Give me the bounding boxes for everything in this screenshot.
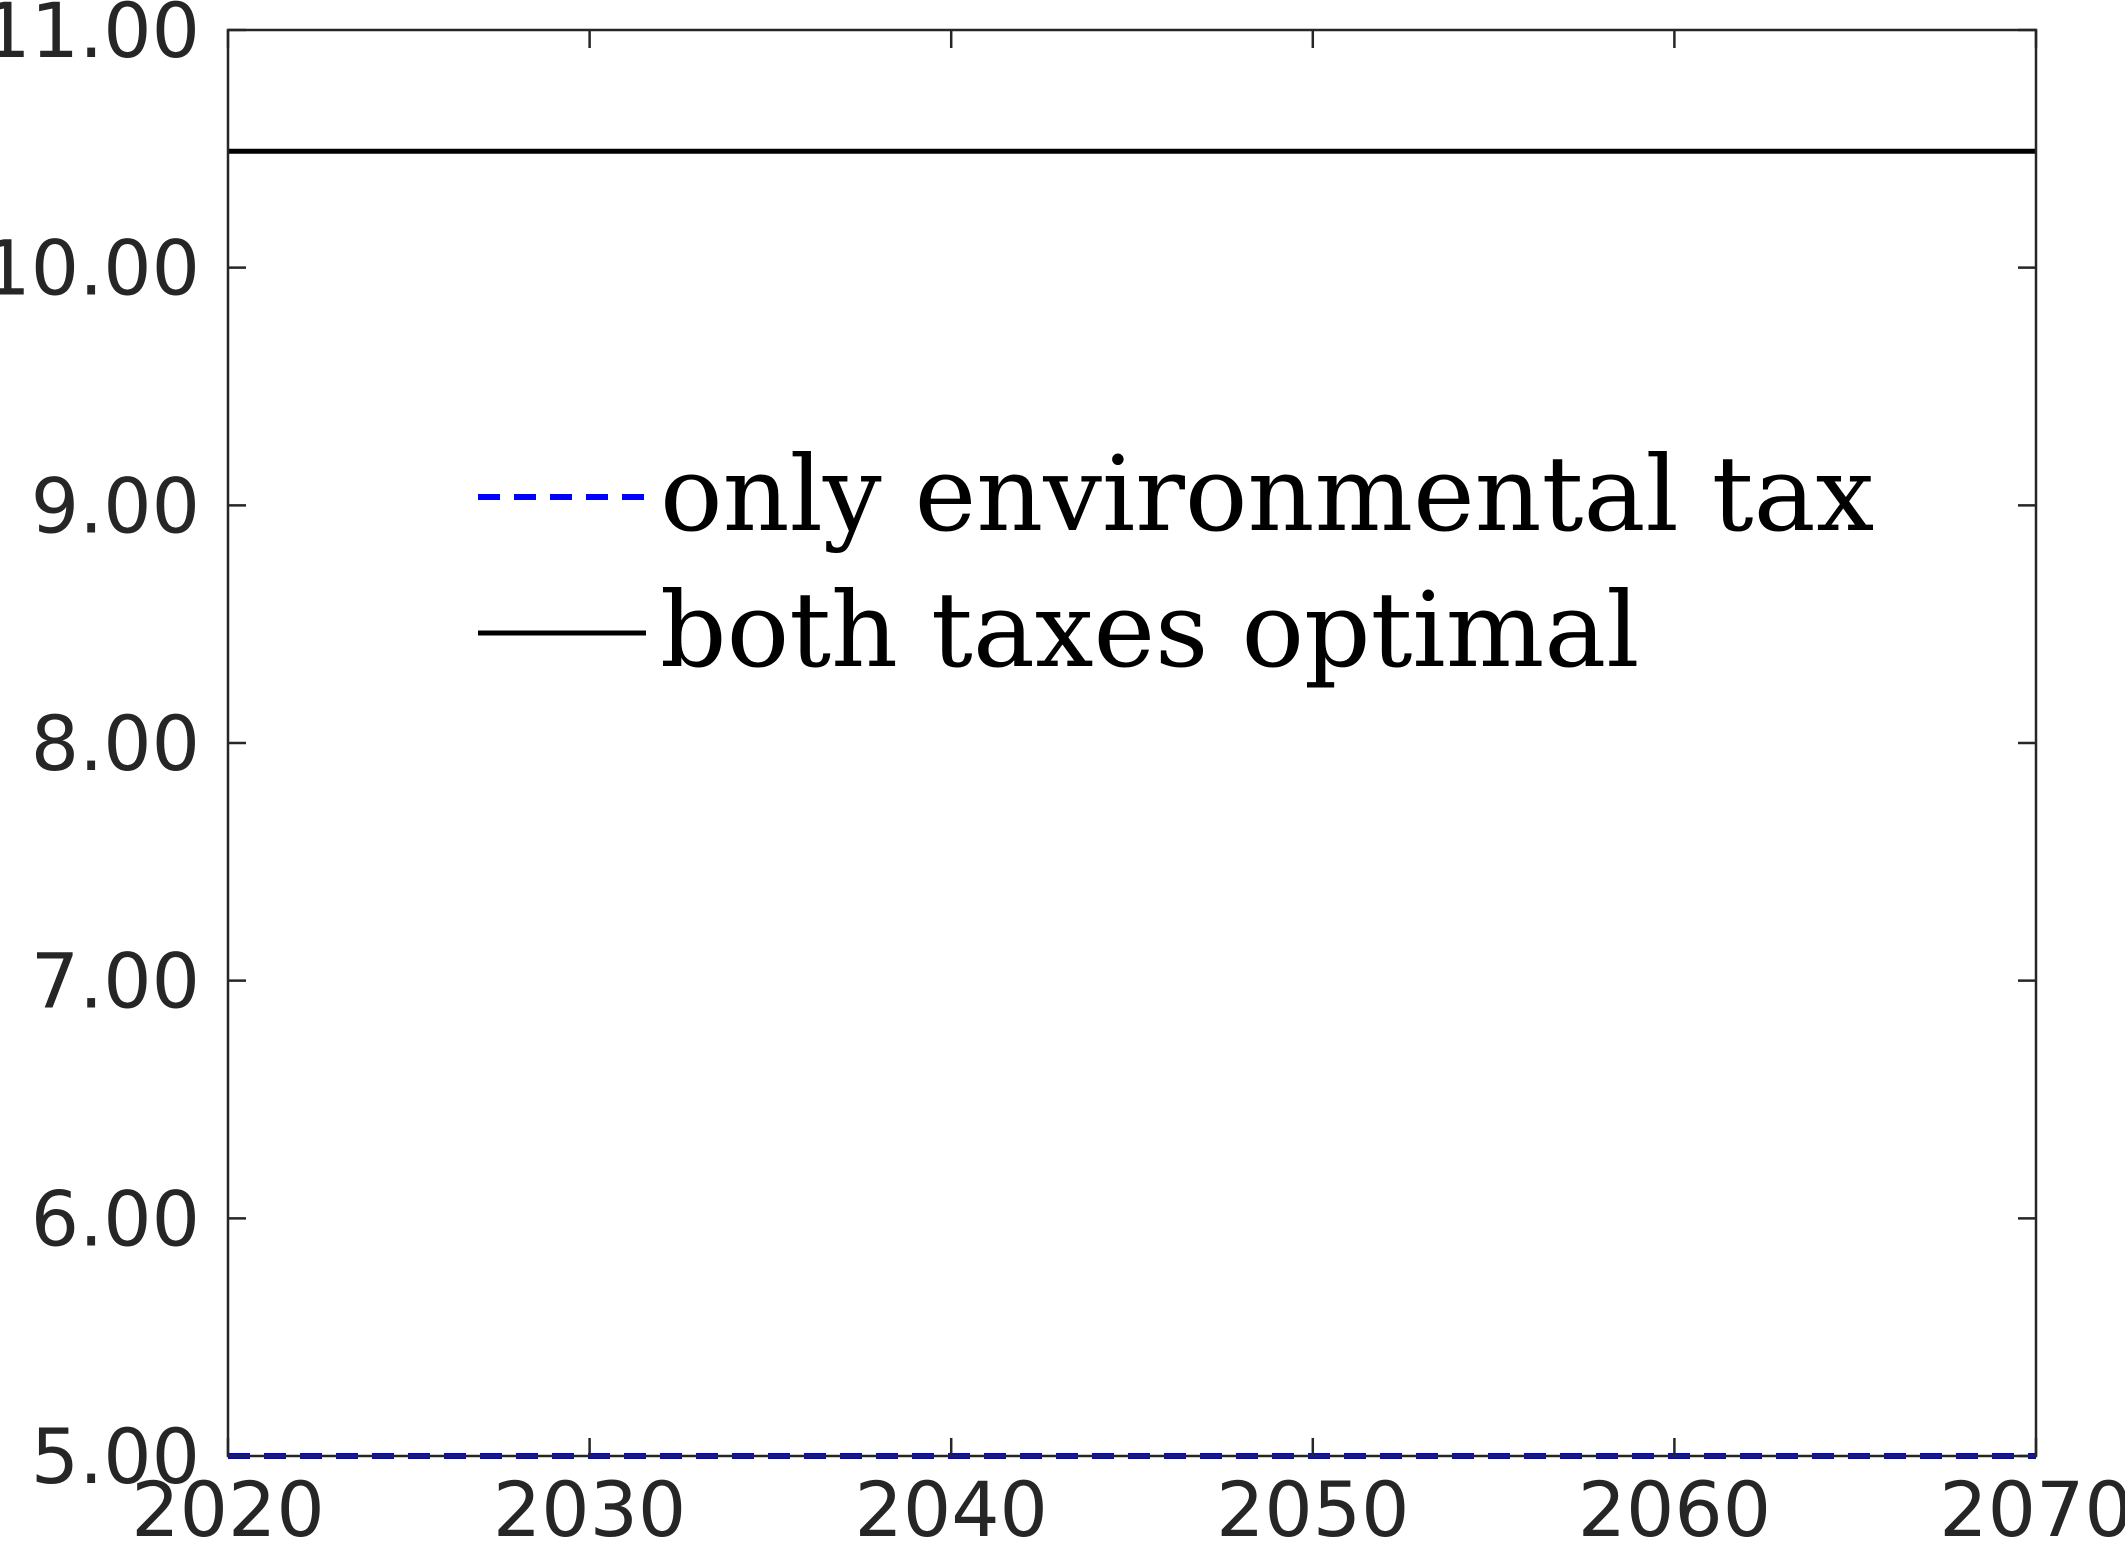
- legend: only environmental tax both taxes optima…: [478, 433, 1874, 691]
- x-tick-label: 2040: [854, 1465, 1047, 1554]
- legend-label-only-environmental-tax: only environmental tax: [660, 433, 1874, 555]
- data-point-both-taxes-optimal: [589, 151, 590, 152]
- y-tick-label: 8.00: [31, 699, 200, 788]
- data-point-both-taxes-optimal: [770, 151, 771, 152]
- x-tick-label: 2060: [1578, 1465, 1771, 1554]
- x-tick-label: 2050: [1216, 1465, 1409, 1554]
- data-point-both-taxes-optimal: [1312, 151, 1313, 152]
- data-point-both-taxes-optimal: [1493, 151, 1494, 152]
- plot-area-frame: [226, 28, 2038, 1458]
- y-axis-tick-labels: 5.00 6.00 7.00 8.00 9.00 10.00 11.00: [0, 0, 200, 1501]
- x-axis-tick-labels: 2020 2030 2040 2050 2060 2070: [131, 1465, 2125, 1554]
- data-point-both-taxes-optimal: [951, 151, 952, 152]
- axis-ticks: [226, 28, 2038, 1458]
- data-point-both-taxes-optimal: [1132, 151, 1133, 152]
- legend-label-both-taxes-optimal: both taxes optimal: [660, 569, 1640, 691]
- data-point-both-taxes-optimal: [1674, 151, 1675, 152]
- y-tick-label: 11.00: [0, 0, 200, 75]
- y-tick-label: 7.00: [31, 937, 200, 1026]
- x-tick-label: 2070: [1939, 1465, 2125, 1554]
- x-tick-label: 2030: [493, 1465, 686, 1554]
- data-point-both-taxes-optimal: [408, 151, 409, 152]
- y-tick-label: 9.00: [31, 461, 200, 550]
- y-tick-label: 10.00: [0, 224, 200, 313]
- series-layer: [228, 148, 2036, 1459]
- y-tick-label: 6.00: [31, 1174, 200, 1263]
- data-point-both-taxes-optimal: [1855, 151, 1856, 152]
- x-tick-label: 2020: [131, 1465, 324, 1554]
- y-tick-label: 5.00: [31, 1412, 200, 1501]
